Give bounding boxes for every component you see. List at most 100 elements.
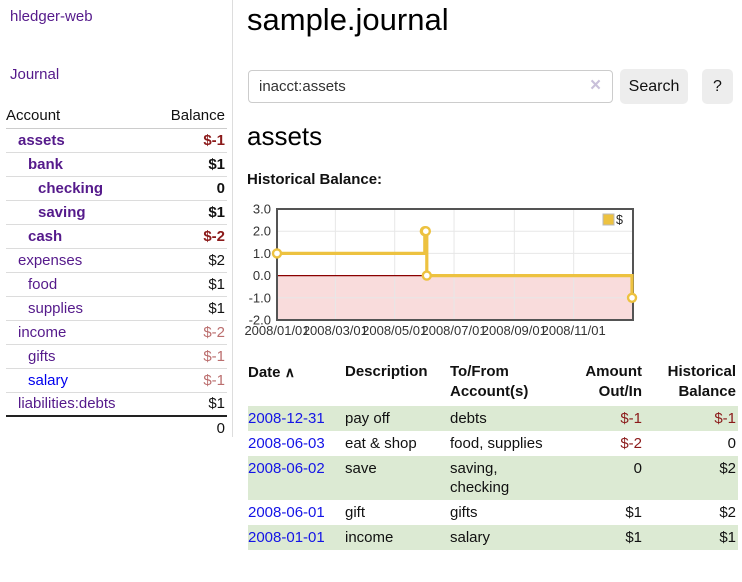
register-row: 2008-12-31 pay off debts $-1 $-1 xyxy=(248,406,738,431)
account-row: supplies $1 xyxy=(6,295,227,320)
account-row: salary $-1 xyxy=(6,367,227,392)
page-title: sample.journal xyxy=(247,2,449,37)
accounts-total-row: 0 xyxy=(6,415,227,440)
transaction-accounts: saving, checking xyxy=(450,460,510,496)
chart-title: Historical Balance: xyxy=(247,171,383,188)
svg-text:2008/01/01: 2008/01/01 xyxy=(244,323,309,338)
svg-text:2.0: 2.0 xyxy=(253,224,271,239)
transaction-description: save xyxy=(345,460,377,477)
clear-search-icon[interactable]: × xyxy=(590,75,602,96)
chart-canvas[interactable]: $3.0 2.0 1.0 0.0 -1.0 -2.02008/01/012008/03/0… xyxy=(238,202,742,344)
transaction-date-link[interactable]: 2008-12-31 xyxy=(248,410,325,427)
svg-text:2008/05/01: 2008/05/01 xyxy=(362,323,427,338)
svg-text:2008/11/01: 2008/11/01 xyxy=(542,323,606,338)
register-header-row: Date ∧ Description To/From Account(s) Am… xyxy=(248,360,738,406)
account-link-liabilities-debts[interactable]: liabilities:debts xyxy=(18,395,116,413)
transaction-amount: $1 xyxy=(625,504,642,521)
account-heading: assets xyxy=(247,121,323,151)
account-link-expenses[interactable]: expenses xyxy=(18,251,83,269)
register-row: 2008-06-01 gift gifts $1 $2 xyxy=(248,500,738,525)
brand-link[interactable]: hledger-web xyxy=(10,8,93,25)
svg-text:-2.0: -2.0 xyxy=(249,313,271,328)
account-balance: $1 xyxy=(154,199,227,224)
transaction-description: gift xyxy=(345,504,366,521)
account-link-salary[interactable]: salary xyxy=(28,371,69,389)
account-link-checking[interactable]: checking xyxy=(38,179,104,197)
search-bar: × Search ? xyxy=(248,69,734,104)
transaction-accounts: debts xyxy=(450,410,487,427)
svg-text:2008/07/01: 2008/07/01 xyxy=(421,323,486,338)
transaction-accounts: food, supplies xyxy=(450,435,543,452)
account-balance: $1 xyxy=(154,295,227,320)
transaction-balance: $2 xyxy=(719,504,736,521)
svg-text:1.0: 1.0 xyxy=(253,246,271,261)
sidebar-item-journal[interactable]: Journal xyxy=(10,66,60,83)
svg-text:2008/03/01: 2008/03/01 xyxy=(303,323,368,338)
help-button[interactable]: ? xyxy=(702,69,733,104)
account-row: checking 0 xyxy=(6,175,227,200)
historical-balance-chart[interactable]: $3.0 2.0 1.0 0.0 -1.0 -2.0 2008/01/01 2008/03/0… xyxy=(238,202,742,344)
register-header-description: Description xyxy=(345,363,428,380)
transaction-date-link[interactable]: 2008-01-01 xyxy=(248,529,325,546)
account-link-cash[interactable]: cash xyxy=(28,227,63,245)
register-row: 2008-01-01 income salary $1 $1 xyxy=(248,525,738,550)
sort-asc-icon: ∧ xyxy=(284,364,295,380)
account-balance: 0 xyxy=(154,175,227,200)
transaction-balance: 0 xyxy=(727,435,736,452)
account-balance: $-1 xyxy=(154,127,227,152)
account-link-supplies[interactable]: supplies xyxy=(28,299,84,317)
sidebar: hledger-web Journal Account Balance asse… xyxy=(0,0,233,440)
transaction-accounts: gifts xyxy=(450,504,478,521)
account-row: income $-2 xyxy=(6,319,227,344)
svg-text:2008/09/01: 2008/09/01 xyxy=(482,323,547,338)
transaction-amount: $-1 xyxy=(620,410,642,427)
account-row: liabilities:debts $1 xyxy=(6,391,227,416)
register-header-accounts: To/From Account(s) xyxy=(450,363,529,400)
account-link-income[interactable]: income xyxy=(18,323,67,341)
account-link-food[interactable]: food xyxy=(28,275,58,293)
svg-text:$: $ xyxy=(616,213,623,227)
transaction-description: pay off xyxy=(345,410,390,427)
register-table: Date ∧ Description To/From Account(s) Am… xyxy=(248,360,738,550)
account-balance: $1 xyxy=(154,271,227,296)
svg-text:3.0: 3.0 xyxy=(253,202,271,217)
transaction-amount: $1 xyxy=(625,529,642,546)
transaction-date-link[interactable]: 2008-06-03 xyxy=(248,435,325,452)
account-balance: $2 xyxy=(154,247,227,272)
account-balance: $-1 xyxy=(154,367,227,392)
account-row: assets $-1 xyxy=(6,127,227,152)
account-link-assets[interactable]: assets xyxy=(18,131,65,149)
accounts-total-value: 0 xyxy=(154,415,227,440)
account-row: bank $1 xyxy=(6,151,227,176)
account-balance: $1 xyxy=(154,391,227,416)
account-row: food $1 xyxy=(6,271,227,296)
register-header-date[interactable]: Date ∧ xyxy=(248,364,295,381)
accounts-header-balance: Balance xyxy=(154,104,227,129)
account-balance: $-2 xyxy=(154,319,227,344)
register-header-amount: Amount Out/In xyxy=(585,363,642,400)
accounts-header-account: Account xyxy=(6,104,154,129)
transaction-description: income xyxy=(345,529,394,546)
transaction-date-link[interactable]: 2008-06-01 xyxy=(248,504,325,521)
transaction-amount: $-2 xyxy=(620,435,642,452)
transaction-description: eat & shop xyxy=(345,435,417,452)
account-link-saving[interactable]: saving xyxy=(38,203,86,221)
accounts-table: Account Balance assets $-1 bank $1 check… xyxy=(6,104,227,440)
search-button[interactable]: Search xyxy=(620,69,688,104)
account-link-gifts[interactable]: gifts xyxy=(28,347,56,365)
transaction-date-link[interactable]: 2008-06-02 xyxy=(248,460,325,477)
register-row: 2008-06-03 eat & shop food, supplies $-2… xyxy=(248,431,738,456)
account-link-bank[interactable]: bank xyxy=(28,155,64,173)
account-balance: $-2 xyxy=(154,223,227,248)
account-balance: $-1 xyxy=(154,343,227,368)
account-row: cash $-2 xyxy=(6,223,227,248)
search-input[interactable] xyxy=(248,70,613,103)
transaction-balance: $1 xyxy=(719,529,736,546)
svg-text:0.0: 0.0 xyxy=(253,268,271,283)
account-balance: $1 xyxy=(154,151,227,176)
account-row: gifts $-1 xyxy=(6,343,227,368)
account-row: saving $1 xyxy=(6,199,227,224)
transaction-balance: $-1 xyxy=(714,410,736,427)
account-row: expenses $2 xyxy=(6,247,227,272)
register-header-balance: Historical Balance xyxy=(667,363,736,400)
